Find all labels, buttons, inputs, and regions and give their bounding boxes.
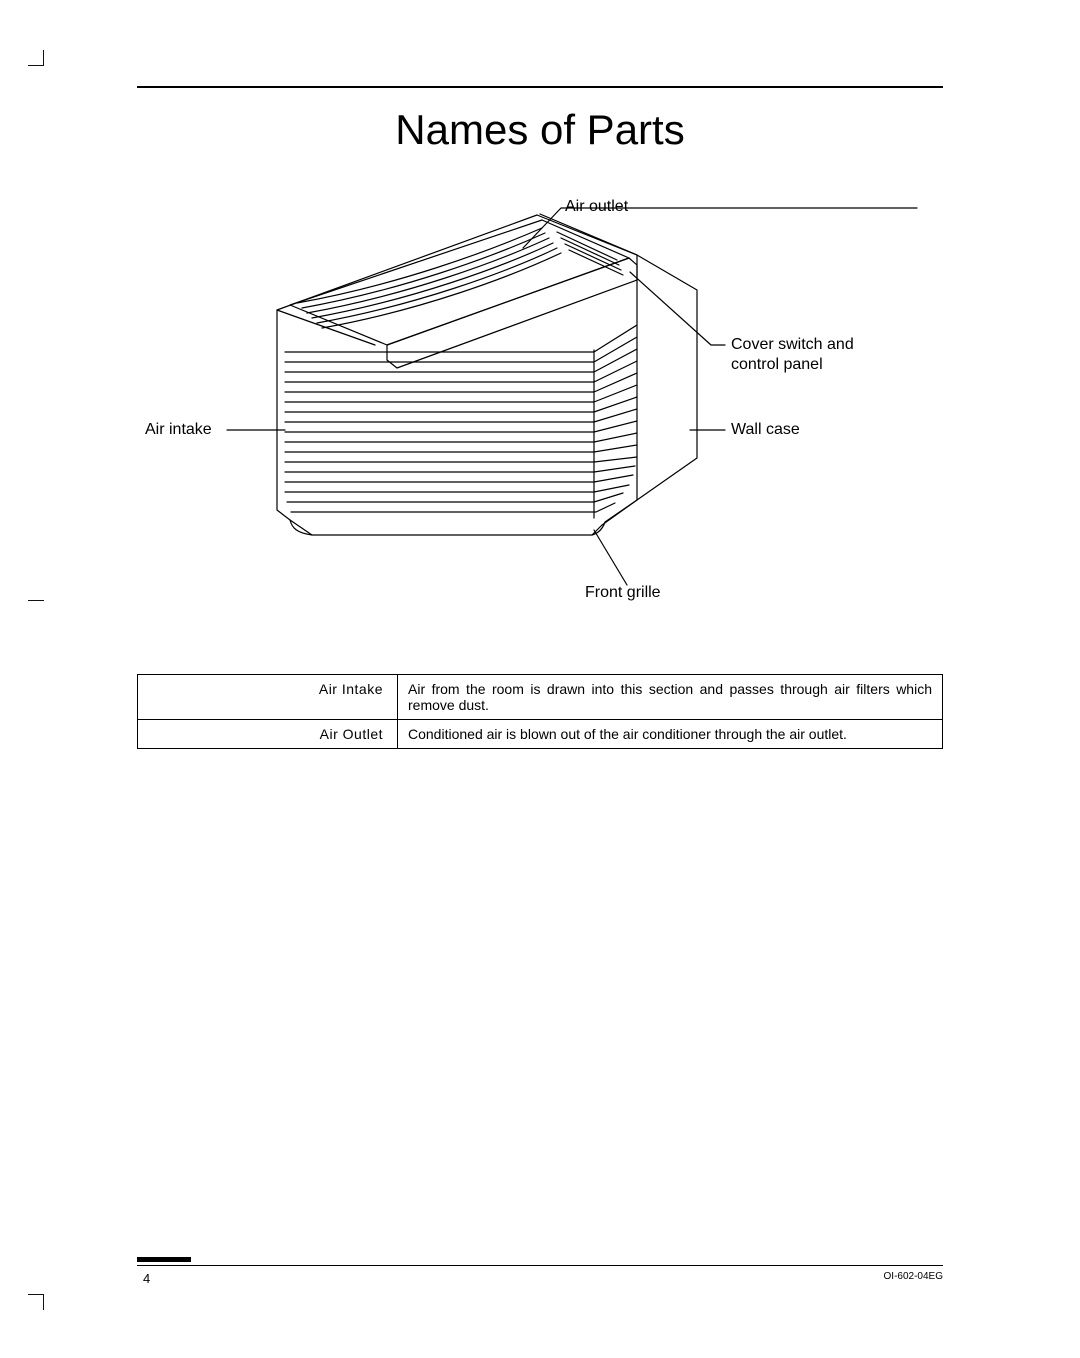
parts-diagram: Air outlet Cover switch and control pane… (137, 190, 943, 620)
top-rule (137, 86, 943, 88)
crop-mark-mid-left (28, 600, 44, 601)
footer-rule (137, 1265, 943, 1266)
content-area: Names of Parts (137, 86, 943, 749)
doc-code: OI-602-04EG (884, 1271, 943, 1282)
page: Names of Parts (0, 0, 1080, 1358)
table-row: Air Intake Air from the room is drawn in… (138, 675, 943, 720)
parts-description-table: Air Intake Air from the room is drawn in… (137, 674, 943, 749)
crop-mark-top-left (28, 50, 44, 66)
label-front-grille: Front grille (585, 584, 661, 602)
page-footer: 4 OI-602-04EG (137, 1257, 943, 1266)
page-title: Names of Parts (137, 106, 943, 154)
footer-thick-mark (137, 1257, 191, 1262)
unit-svg (137, 190, 943, 620)
table-key: Air Intake (138, 675, 398, 720)
page-number: 4 (143, 1271, 150, 1286)
table-value: Conditioned air is blown out of the air … (398, 720, 943, 749)
label-air-intake: Air intake (145, 421, 212, 439)
label-air-outlet: Air outlet (565, 198, 628, 216)
label-cover-switch: Cover switch and (731, 336, 854, 354)
table-key: Air Outlet (138, 720, 398, 749)
crop-mark-bottom-left (28, 1294, 44, 1310)
table-body: Air Intake Air from the room is drawn in… (138, 675, 943, 749)
label-wall-case: Wall case (731, 421, 800, 439)
table-row: Air Outlet Conditioned air is blown out … (138, 720, 943, 749)
table-value: Air from the room is drawn into this sec… (398, 675, 943, 720)
label-control-panel: control panel (731, 356, 823, 374)
